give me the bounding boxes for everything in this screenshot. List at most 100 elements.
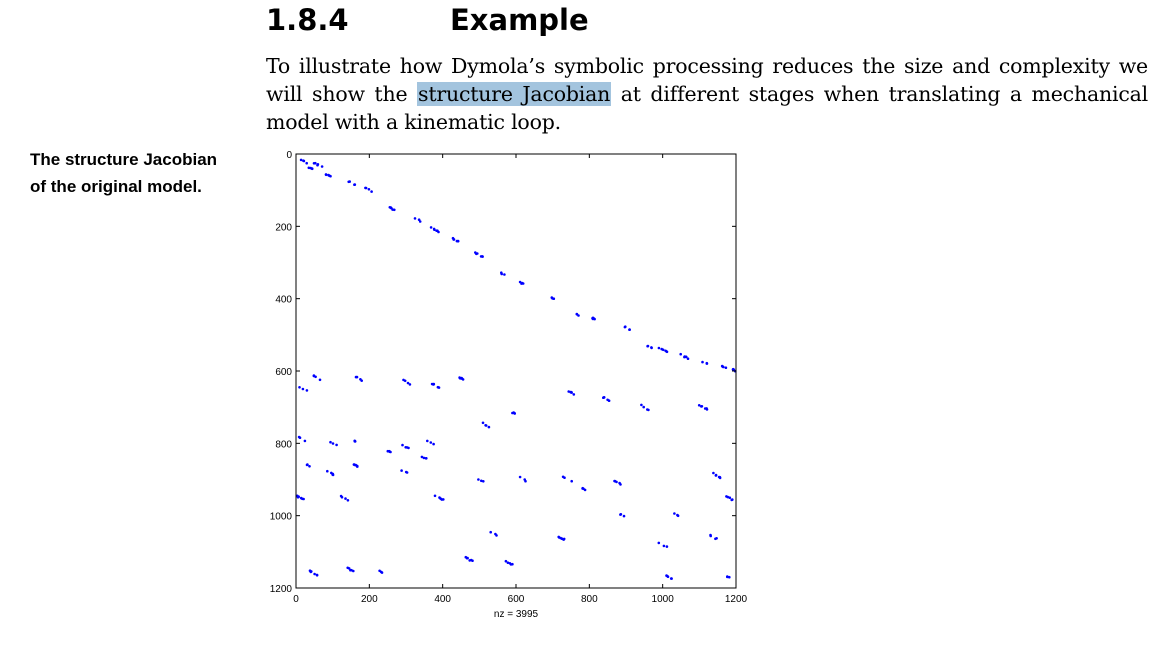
nonzero-marker bbox=[560, 537, 564, 540]
nonzero-marker bbox=[503, 273, 506, 276]
nonzero-marker bbox=[308, 569, 312, 572]
nonzero-marker bbox=[513, 412, 516, 415]
x-tick-label: 1000 bbox=[652, 594, 675, 605]
nonzero-marker bbox=[622, 514, 626, 518]
x-tick-label: 1200 bbox=[725, 594, 748, 605]
nonzero-marker bbox=[406, 381, 410, 385]
nonzero-marker bbox=[701, 360, 704, 364]
nonzero-marker bbox=[575, 312, 579, 316]
nonzero-marker bbox=[404, 446, 407, 449]
nonzero-marker bbox=[430, 382, 434, 386]
nonzero-marker bbox=[299, 158, 303, 162]
nonzero-marker bbox=[477, 478, 480, 481]
y-tick-label: 400 bbox=[275, 295, 292, 306]
nonzero-marker bbox=[380, 571, 384, 574]
y-tick-label: 600 bbox=[275, 367, 292, 378]
nonzero-marker bbox=[686, 357, 690, 360]
x-axis-ticks: 0 200 400 600 800 1000 1200 bbox=[293, 154, 748, 605]
nonzero-marker bbox=[591, 317, 594, 320]
nonzero-marker bbox=[619, 483, 622, 486]
nonzero-marker bbox=[504, 559, 508, 563]
nonzero-marker bbox=[328, 174, 331, 177]
nonzero-marker bbox=[433, 494, 437, 498]
nonzero-marker bbox=[346, 499, 350, 502]
nonzero-marker bbox=[628, 328, 631, 331]
nonzero-marker bbox=[433, 228, 436, 231]
nonzero-marker bbox=[726, 575, 729, 579]
nonzero-marker bbox=[684, 355, 688, 359]
nonzero-marker bbox=[725, 495, 728, 498]
y-tick-label: 800 bbox=[275, 439, 292, 450]
x-axis-label: nz = 3995 bbox=[494, 609, 539, 620]
nonzero-marker bbox=[422, 456, 426, 460]
nonzero-marker bbox=[352, 463, 356, 466]
nonzero-marker bbox=[619, 513, 623, 516]
nonzero-marker bbox=[482, 480, 485, 483]
nonzero-marker bbox=[728, 496, 732, 500]
nonzero-marker bbox=[673, 512, 676, 515]
nonzero-marker bbox=[640, 403, 643, 407]
nonzero-marker bbox=[523, 478, 526, 481]
nonzero-marker bbox=[728, 575, 731, 579]
nonzero-marker bbox=[344, 497, 347, 500]
nonzero-marker bbox=[312, 374, 316, 378]
nonzero-marker bbox=[456, 239, 460, 243]
nonzero-marker bbox=[484, 424, 488, 427]
nonzero-marker bbox=[298, 386, 301, 389]
x-tick-label: 800 bbox=[581, 594, 598, 605]
nonzero-marker bbox=[347, 567, 351, 570]
nonzero-marker bbox=[429, 226, 433, 229]
section-number: 1.8.4 bbox=[266, 3, 349, 37]
nonzero-marker bbox=[650, 346, 653, 349]
y-tick-label: 0 bbox=[286, 150, 292, 161]
y-axis-ticks: 0 200 400 600 800 1000 1200 bbox=[270, 150, 736, 595]
figure-caption: The structure Jacobian of the original m… bbox=[30, 150, 218, 196]
nonzero-marker bbox=[370, 190, 373, 193]
nonzero-marker bbox=[301, 387, 305, 391]
nonzero-marker bbox=[360, 379, 363, 382]
nonzero-marker bbox=[329, 440, 332, 444]
nonzero-marker bbox=[577, 314, 580, 317]
x-tick-label: 400 bbox=[434, 594, 451, 605]
x-tick-label: 600 bbox=[508, 594, 525, 605]
nonzero-marker bbox=[442, 498, 445, 501]
nonzero-marker bbox=[310, 167, 314, 171]
nonzero-marker bbox=[393, 208, 396, 212]
nonzero-marker bbox=[313, 572, 316, 576]
nonzero-marker bbox=[664, 349, 667, 353]
nonzero-marker bbox=[367, 188, 371, 191]
nonzero-marker bbox=[352, 569, 355, 573]
nonzero-marker bbox=[660, 347, 663, 351]
nonzero-marker bbox=[480, 255, 484, 258]
nonzero-marker bbox=[570, 479, 573, 483]
nonzero-marker bbox=[480, 479, 483, 483]
nonzero-marker bbox=[302, 159, 305, 162]
x-tick-label: 0 bbox=[293, 594, 299, 605]
nonzero-marker bbox=[308, 465, 311, 468]
nonzero-marker bbox=[378, 569, 381, 573]
sparsity-plot: 0 200 400 600 800 1000 1200 0 200 400 600 800 1000 1… bbox=[270, 150, 748, 620]
nonzero-marker bbox=[420, 455, 424, 459]
nonzero-marker bbox=[665, 545, 669, 548]
nonzero-marker bbox=[679, 352, 682, 356]
nonzero-marker bbox=[302, 497, 305, 501]
y-tick-label: 200 bbox=[275, 222, 292, 233]
nonzero-marker bbox=[413, 217, 417, 220]
nonzero-marker bbox=[432, 442, 435, 446]
nonzero-marker bbox=[557, 536, 561, 539]
nonzero-marker bbox=[697, 404, 701, 407]
y-tick-label: 1200 bbox=[270, 584, 293, 595]
nonzero-marker bbox=[712, 471, 715, 475]
plot-marks bbox=[296, 158, 737, 580]
nonzero-marker bbox=[353, 440, 357, 443]
nonzero-marker bbox=[331, 442, 335, 445]
nonzero-marker bbox=[602, 396, 606, 399]
nonzero-marker bbox=[408, 383, 412, 386]
nonzero-marker bbox=[718, 476, 722, 480]
highlighted-text[interactable]: structure Jacobian bbox=[417, 82, 612, 106]
plot-frame bbox=[295, 153, 737, 589]
nonzero-marker bbox=[700, 405, 704, 408]
nonzero-marker bbox=[331, 473, 334, 476]
nonzero-marker bbox=[439, 497, 442, 500]
nonzero-marker bbox=[429, 441, 433, 444]
